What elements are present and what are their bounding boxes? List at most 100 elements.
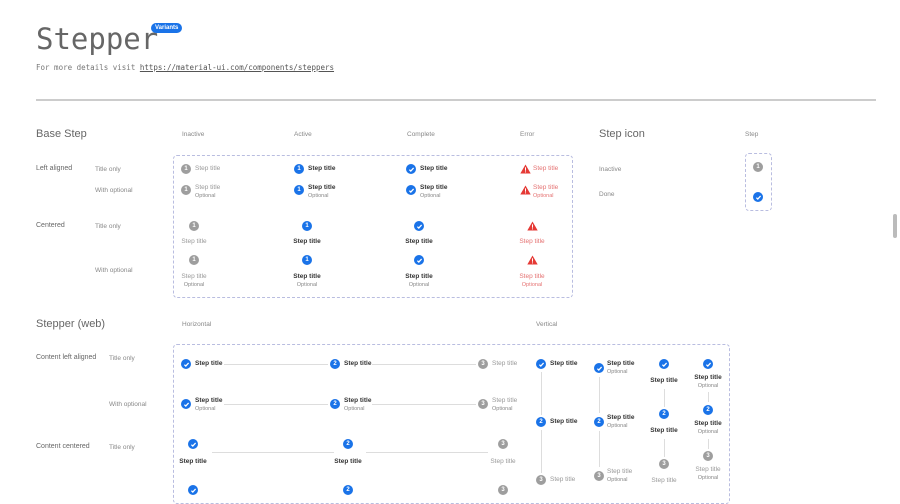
page-title: Stepper <box>36 22 159 56</box>
step-label: Step title <box>550 360 577 368</box>
step-optional: Optional <box>697 383 719 389</box>
col-complete: Complete <box>407 131 435 138</box>
step-title: Step title <box>651 477 677 484</box>
col-active: Active <box>294 131 312 138</box>
check-circle-icon <box>703 359 713 369</box>
step-label: Step title Optional <box>678 466 738 482</box>
connector-line <box>224 404 328 405</box>
check-circle-icon <box>406 185 416 195</box>
numbered-circle-icon: 1 <box>189 255 199 265</box>
numbered-circle-icon: 1 <box>302 221 312 231</box>
check-circle-icon <box>536 359 546 369</box>
step-label: Step title Optional <box>502 273 562 289</box>
row-with-optional: With optional <box>109 401 147 408</box>
step-label: Step title <box>634 377 694 385</box>
check-circle-icon <box>181 399 191 409</box>
step-label: Step title Optional <box>420 184 447 200</box>
warning-triangle-icon <box>527 255 538 265</box>
numbered-circle-icon: 1 <box>181 164 191 174</box>
step-label: Step title <box>492 360 517 368</box>
col-inactive: Inactive <box>182 131 205 138</box>
step-title: Step title <box>181 273 207 280</box>
step-label: Step title <box>389 238 449 246</box>
step-label: Step title <box>344 360 371 368</box>
step-label: Step title <box>163 458 223 466</box>
step-label: Step title <box>634 477 694 485</box>
connector-line <box>366 452 488 453</box>
numbered-circle-icon: 2 <box>703 405 713 415</box>
step-title: Step title <box>334 458 362 465</box>
step-optional: Optional <box>533 193 554 199</box>
step-optional: Optional <box>296 282 318 288</box>
numbered-circle-icon: 3 <box>498 485 508 495</box>
row-done: Done <box>599 191 615 198</box>
connector-line <box>708 392 709 402</box>
row-title-only: Title only <box>95 166 121 173</box>
warning-triangle-icon <box>520 185 531 195</box>
step-title: Step title <box>344 397 372 404</box>
docs-link[interactable]: https://material-ui.com/components/stepp… <box>139 63 335 72</box>
step-title: Step title <box>533 184 559 191</box>
numbered-circle-icon: 3 <box>498 439 508 449</box>
step-title: Step title <box>405 238 433 245</box>
connector-line <box>541 372 542 415</box>
numbered-circle-icon: 3 <box>703 451 713 461</box>
step-label: Step title <box>550 418 577 426</box>
step-title: Step title <box>490 458 516 465</box>
connector-line <box>372 404 476 405</box>
step-label: Step title <box>634 427 694 435</box>
row-with-optional: With optional <box>95 267 133 274</box>
step-title: Step title <box>308 165 336 172</box>
step-label: Step title Optional <box>344 397 371 413</box>
variants-badge: Variants <box>151 23 183 33</box>
stepper-web-heading: Stepper (web) <box>36 318 106 330</box>
warning-triangle-icon <box>527 221 538 231</box>
col-vertical: Vertical <box>536 321 558 328</box>
step-optional: Optional <box>607 369 628 375</box>
step-label: Step title Optional <box>678 374 738 390</box>
numbered-circle-icon: 2 <box>343 485 353 495</box>
numbered-circle-icon: 3 <box>536 475 546 485</box>
numbered-circle-icon: 1 <box>294 185 304 195</box>
step-label: Step title <box>473 458 533 466</box>
connector-line <box>664 439 665 457</box>
step-title: Step title <box>695 466 721 473</box>
row-title-only: Title only <box>95 223 121 230</box>
numbered-circle-icon: 3 <box>594 471 604 481</box>
step-title: Step title <box>344 360 372 367</box>
check-circle-icon <box>594 363 604 373</box>
step-optional: Optional <box>420 193 441 199</box>
numbered-circle-icon: 1 <box>189 221 199 231</box>
check-circle-icon <box>659 359 669 369</box>
step-optional: Optional <box>697 475 719 481</box>
step-label: Step title Optional <box>678 420 738 436</box>
step-title: Step title <box>195 165 221 172</box>
numbered-circle-icon: 2 <box>343 439 353 449</box>
connector-line <box>708 439 709 449</box>
col-horizontal: Horizontal <box>182 321 212 328</box>
group-centered: Centered <box>36 222 65 229</box>
step-title: Step title <box>519 238 545 245</box>
step-title: Step title <box>607 468 633 475</box>
numbered-circle-icon: 1 <box>753 162 763 172</box>
scrollbar[interactable] <box>893 214 897 238</box>
numbered-circle-icon: 2 <box>536 417 546 427</box>
connector-line <box>599 377 600 413</box>
step-title: Step title <box>195 360 223 367</box>
step-title: Step title <box>694 374 722 381</box>
step-title: Step title <box>293 238 321 245</box>
numbered-circle-icon: 2 <box>330 359 340 369</box>
numbered-circle-icon: 3 <box>478 399 488 409</box>
connector-line <box>599 431 600 467</box>
check-circle-icon <box>181 359 191 369</box>
col-error: Error <box>520 131 535 138</box>
numbered-circle-icon: 1 <box>181 185 191 195</box>
step-label: Step title <box>420 165 447 173</box>
subtitle: For more details visit https://material-… <box>36 63 334 72</box>
row-title-only: Title only <box>109 444 135 451</box>
step-label: Step title Optional <box>308 184 335 200</box>
step-label: Step title <box>502 238 562 246</box>
step-label: Step title Optional <box>164 273 224 289</box>
step-title: Step title <box>519 273 545 280</box>
step-icon-frame <box>745 153 772 211</box>
